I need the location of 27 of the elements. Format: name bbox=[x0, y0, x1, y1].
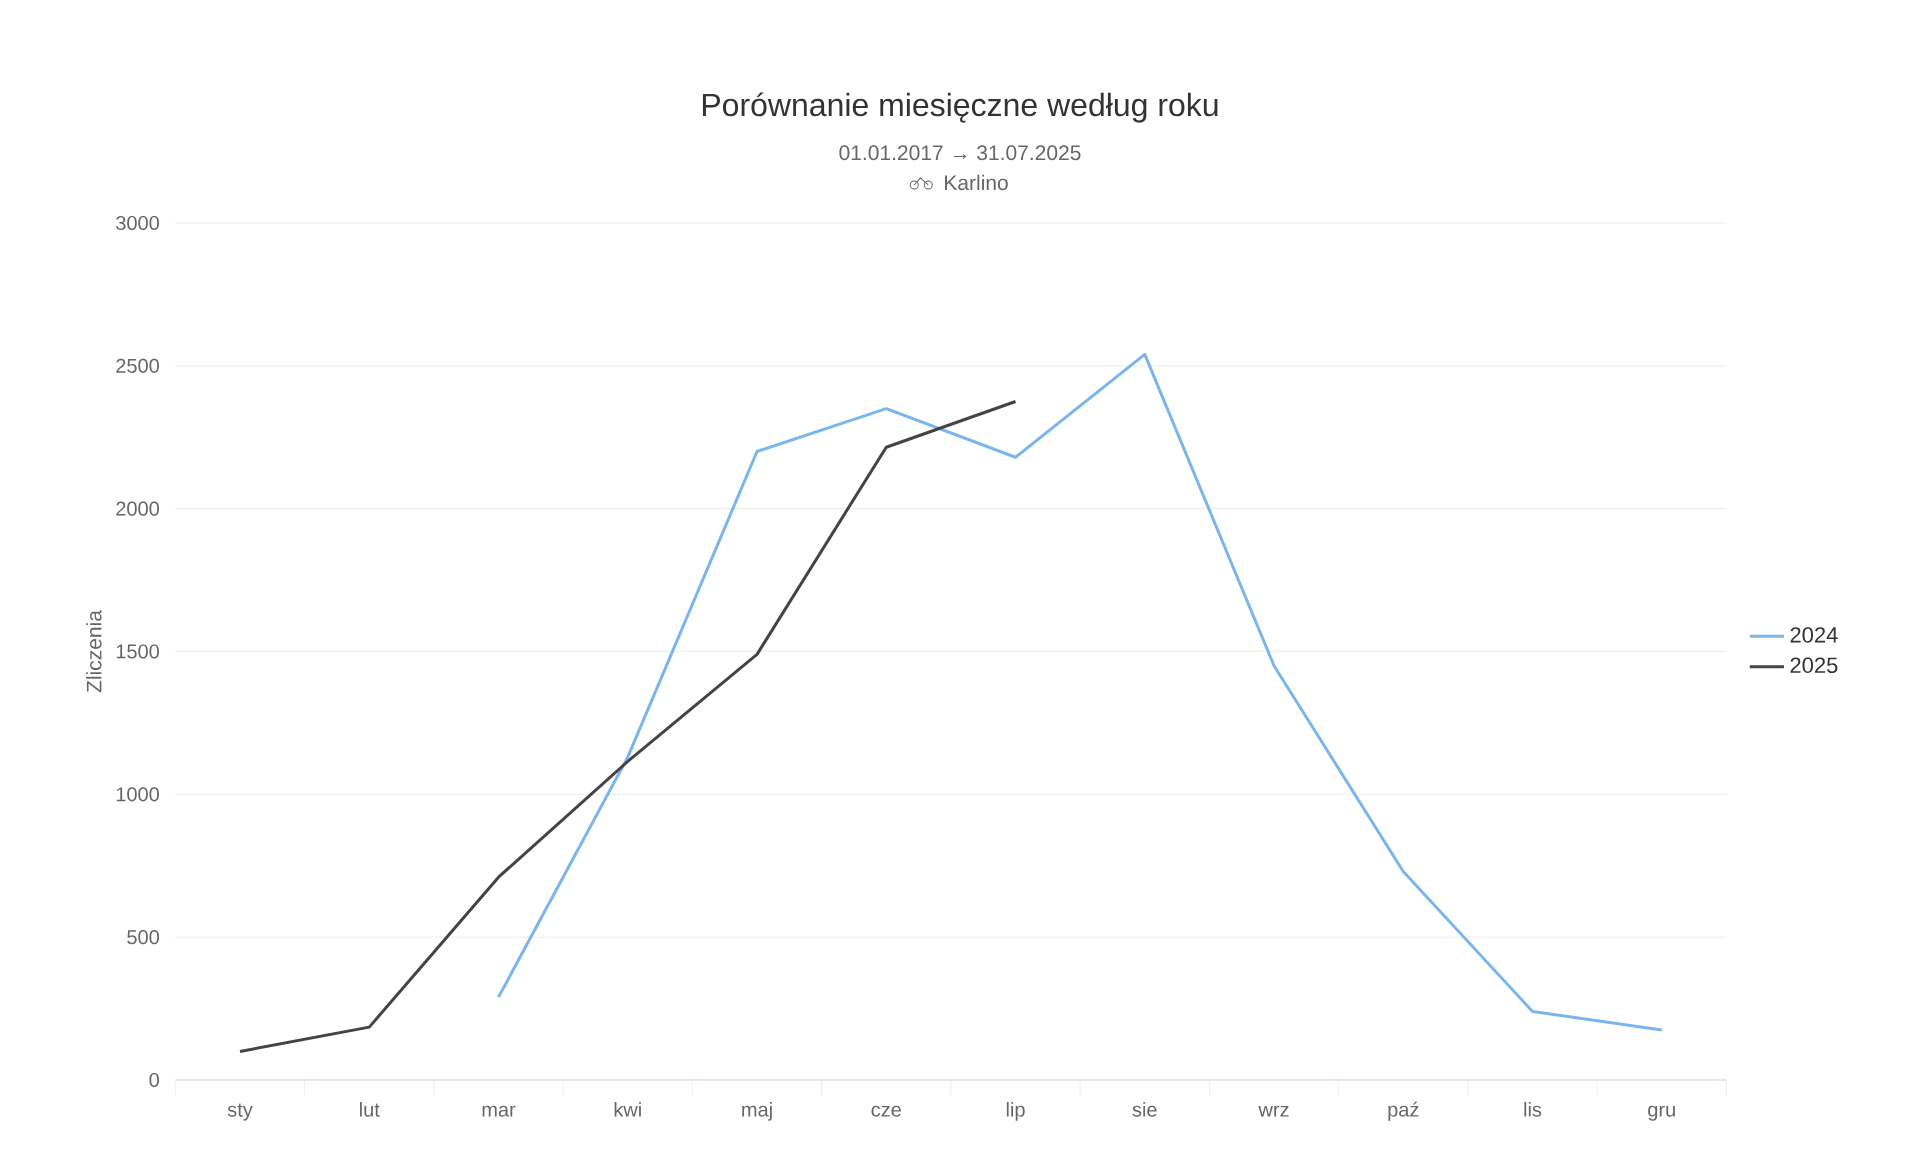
y-tick-label: 500 bbox=[127, 930, 160, 945]
line-series bbox=[497, 352, 1664, 1032]
y-tick-label: 1000 bbox=[116, 787, 159, 802]
x-tick-label: maj bbox=[742, 1102, 772, 1121]
x-tick-label: gru bbox=[1648, 1105, 1675, 1121]
x-tick-label: kwi bbox=[614, 1102, 641, 1117]
x-tick-label: sty bbox=[227, 1103, 253, 1121]
y-tick-label: 0 bbox=[149, 1072, 160, 1088]
y-axis-title: Zliczenia bbox=[86, 610, 102, 693]
x-tick-label: lip bbox=[1006, 1102, 1025, 1121]
x-tick-label: sie bbox=[1132, 1102, 1157, 1117]
legend-label: 2025 bbox=[1790, 657, 1838, 674]
line-series bbox=[238, 400, 1018, 1053]
y-tick-label: 3000 bbox=[116, 215, 159, 231]
x-tick-label: mar bbox=[482, 1105, 516, 1117]
y-tick-label: 1500 bbox=[116, 644, 159, 659]
y-tick-label: 2500 bbox=[116, 358, 159, 373]
x-tick-label: cze bbox=[871, 1105, 901, 1117]
x-tick-label: wrz bbox=[1258, 1105, 1289, 1117]
y-tick-label: 2000 bbox=[116, 501, 159, 516]
chart-title: Porównanie miesięczne według roku bbox=[702, 92, 1218, 123]
x-tick-label: paź bbox=[1388, 1101, 1419, 1121]
chart-subtitle: 01.01.2017 → 31.07.2025 bbox=[839, 145, 1081, 161]
x-tick-label: lis bbox=[1524, 1102, 1542, 1117]
text: Karlino bbox=[945, 174, 1008, 191]
legend-label: 2024 bbox=[1790, 627, 1838, 643]
x-tick-label: lut bbox=[360, 1102, 380, 1117]
